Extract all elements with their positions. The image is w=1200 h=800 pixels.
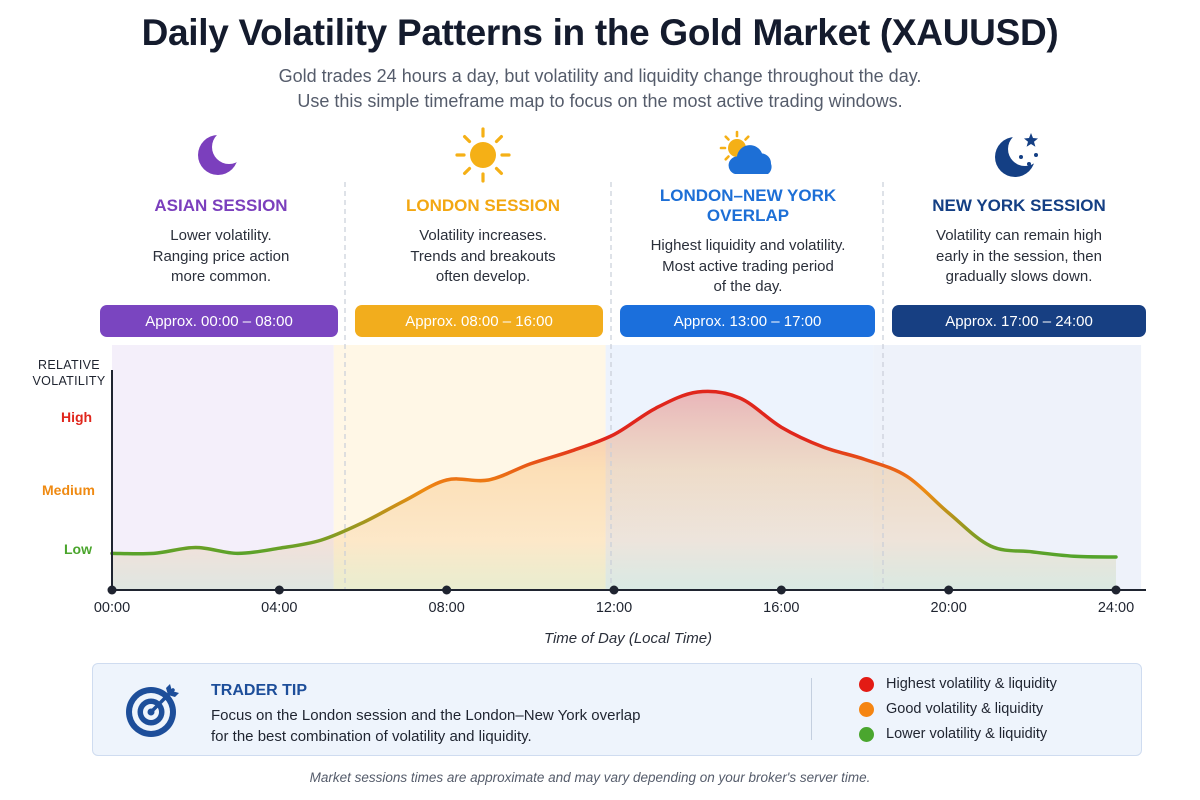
desc-line: often develop.: [435, 268, 531, 285]
moon-stars-icon: [900, 126, 1138, 184]
x-tick-marker: [1111, 585, 1121, 595]
target-icon: [121, 678, 185, 747]
session-time-pill: Approx. 00:00 – 08:00: [100, 305, 338, 337]
x-tick-label: 00:00: [93, 600, 131, 616]
session-name: LONDON SESSION: [406, 196, 560, 215]
session-description: Highest liquidity and volatility. Most a…: [620, 236, 876, 298]
volatility-line: [110, 389, 1118, 559]
legend-label: Good volatility & liquidity: [886, 701, 1044, 717]
desc-line: Highest liquidity and volatility.: [650, 237, 846, 254]
desc-line: more common.: [170, 268, 272, 285]
desc-line: Trends and breakouts: [410, 247, 556, 265]
y-axis-title-line: RELATIVE: [38, 358, 100, 372]
x-axis-title: Time of Day (Local Time): [543, 630, 713, 647]
session-london: LONDON SESSION Volatility increases. Tre…: [372, 126, 594, 288]
page-subtitle: Gold trades 24 hours a day, but volatili…: [0, 64, 1200, 114]
x-tick-marker: [442, 585, 452, 595]
footnote: Market sessions times are approximate an…: [309, 770, 871, 785]
legend-label: Lower volatility & liquidity: [886, 726, 1048, 742]
desc-line: Most active trading period: [662, 257, 834, 275]
desc-line: Volatility increases.: [419, 227, 547, 244]
session-time-pill: Approx. 13:00 – 17:00: [620, 305, 875, 337]
desc-line: Volatility can remain high: [936, 227, 1102, 244]
y-level-label-medium: Medium: [42, 482, 95, 498]
subtitle-line: Gold trades 24 hours a day, but volatili…: [278, 66, 922, 86]
session-name: NEW YORK SESSION: [932, 196, 1106, 215]
desc-line: early in the session, then: [936, 247, 1102, 265]
subtitle-line: Use this simple timeframe map to focus o…: [297, 91, 903, 111]
legend-dot-green: [859, 726, 874, 742]
volatility-area: [112, 391, 1116, 590]
sun-icon: [372, 126, 594, 184]
page-title: Daily Volatility Patterns in the Gold Ma…: [141, 12, 1059, 53]
session-time-pill: Approx. 08:00 – 16:00: [355, 305, 603, 337]
y-axis-title: RELATIVE VOLATILITY: [14, 357, 124, 389]
session-overlap: LONDON–NEW YORK OVERLAP Highest liquidit…: [620, 126, 876, 298]
x-tick-marker: [609, 585, 619, 595]
tip-divider: [811, 678, 812, 740]
y-level-label-low: Low: [64, 541, 92, 557]
legend-dot-red: [859, 676, 874, 692]
trader-tip-title: TRADER TIP: [211, 682, 307, 699]
x-tick-label: 16:00: [763, 600, 800, 616]
x-tick-label: 08:00: [428, 600, 465, 616]
session-time-pill: Approx. 17:00 – 24:00: [892, 305, 1146, 337]
trader-tip-text: Focus on the London session and the Lond…: [211, 706, 691, 747]
legend-item-lower: Lower volatility & liquidity: [859, 726, 1047, 742]
desc-line: Lower volatility.: [170, 227, 272, 244]
y-axis-title-line: VOLATILITY: [32, 374, 106, 388]
tip-line: for the best combination of volatility a…: [211, 727, 532, 745]
desc-line: gradually slows down.: [945, 268, 1093, 285]
session-description: Lower volatility. Ranging price action m…: [110, 226, 332, 288]
desc-line: of the day.: [713, 278, 783, 295]
x-tick-label: 24:00: [1097, 600, 1135, 616]
session-newyork: NEW YORK SESSION Volatility can remain h…: [900, 126, 1138, 288]
session-description: Volatility increases. Trends and breakou…: [372, 226, 594, 288]
x-tick-marker: [944, 585, 954, 595]
x-tick-label: 20:00: [930, 600, 967, 616]
session-name: ASIAN SESSION: [154, 196, 288, 215]
x-tick-marker: [107, 585, 117, 595]
sun-cloud-icon: [620, 126, 876, 184]
legend-label: Highest volatility & liquidity: [886, 676, 1057, 692]
session-name: LONDON–NEW YORK OVERLAP: [659, 186, 837, 225]
moon-icon: [110, 126, 332, 184]
desc-line: Ranging price action: [152, 247, 290, 265]
y-level-label-high: High: [61, 409, 93, 425]
legend-item-good: Good volatility & liquidity: [859, 701, 1043, 717]
session-asian: ASIAN SESSION Lower volatility. Ranging …: [110, 126, 332, 288]
legend-item-highest: Highest volatility & liquidity: [859, 676, 1057, 692]
x-tick-label: 12:00: [595, 600, 633, 616]
x-tick-marker: [776, 585, 786, 595]
tip-line: Focus on the London session and the Lond…: [211, 707, 641, 724]
session-description: Volatility can remain high early in the …: [900, 226, 1138, 288]
trader-tip-panel: TRADER TIP Focus on the London session a…: [92, 663, 1142, 756]
legend-dot-orange: [859, 701, 874, 717]
x-tick-label: 04:00: [261, 600, 298, 616]
x-tick-marker: [274, 585, 284, 595]
